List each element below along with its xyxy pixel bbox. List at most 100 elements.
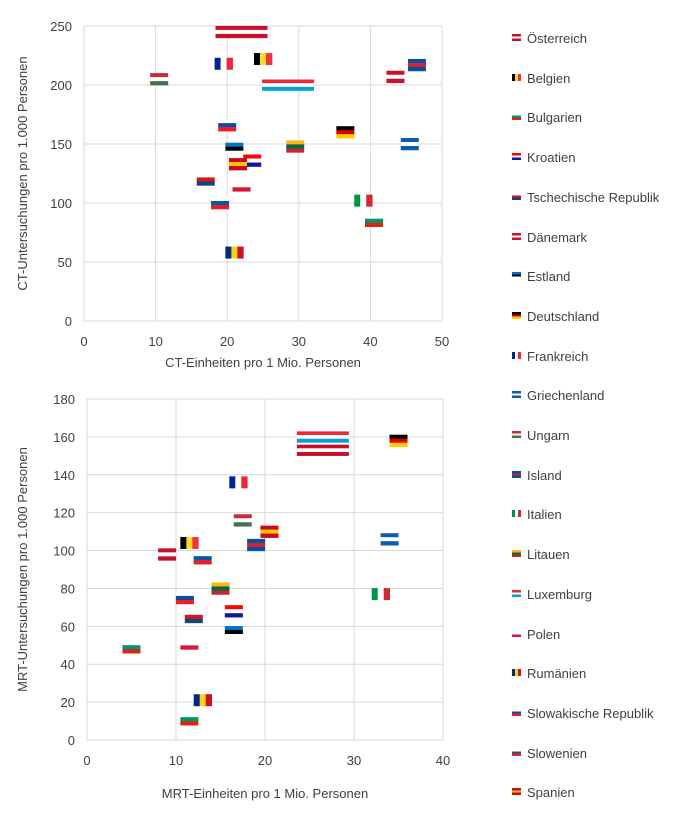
x-tick-label: 40: [363, 334, 377, 349]
legend-label: Slowakische Republik: [527, 705, 654, 721]
point-frankreich: [229, 476, 248, 489]
legend-label: Kroatien: [527, 150, 576, 166]
mri-chart: 0 10 20 30 40 0 20 40 60 80 100 120 140 160 180 MRT-Ein…: [15, 392, 450, 801]
x-tick-label: 10: [169, 753, 183, 768]
y-tick-label: 0: [68, 733, 75, 748]
legend-item-ungarn: Ungarn: [512, 427, 570, 445]
legend-swatch-icon: [512, 232, 521, 240]
y-tick-label: 100: [53, 544, 75, 559]
legend-label: Estland: [527, 269, 571, 285]
ct-chart: 0 10 20 30 40 50 0 50 100 150 200 250 CT-Einheiten p…: [15, 19, 449, 370]
point-deutschland: [389, 434, 408, 447]
y-tick-label: 250: [50, 19, 72, 34]
legend-label: Belgien: [527, 70, 571, 86]
x-tick-label: 10: [148, 334, 162, 349]
y-tick-label: 140: [53, 468, 75, 483]
legend-item-polen: Polen: [512, 626, 560, 644]
y-tick-label: 20: [61, 695, 75, 710]
legend-item-island: Island: [512, 467, 562, 485]
legend-item-luxemburg: Luxemburg: [512, 586, 592, 604]
point-oesterreich: [296, 444, 349, 456]
legend-swatch-icon: [512, 431, 521, 439]
point-ungarn: [233, 514, 252, 527]
legend-swatch-icon: [512, 510, 521, 518]
legend-item-deutschland: Deutschland: [512, 308, 599, 326]
legend-swatch-icon: [512, 113, 521, 121]
point-polen: [180, 637, 199, 650]
legend-item-slowenien: Slowenien: [512, 745, 587, 763]
legend-swatch-icon: [512, 629, 521, 637]
legend-item-kroatien: Kroatien: [512, 149, 575, 167]
legend-label: Bulgarien: [527, 110, 582, 126]
legend-swatch-icon: [512, 748, 521, 756]
point-spanien: [260, 525, 279, 538]
x-axis-title: CT-Einheiten pro 1 Mio. Personen: [165, 355, 361, 370]
legend-swatch-icon: [512, 550, 521, 558]
point-island: [407, 58, 426, 72]
y-tick-label: 40: [61, 657, 75, 672]
point-island: [247, 538, 266, 552]
point-estland: [224, 626, 243, 639]
legend-swatch-icon: [512, 351, 521, 359]
x-tick-label: 30: [292, 334, 306, 349]
legend-item-bulgarien: Bulgarien: [512, 109, 582, 127]
y-tick-label: 120: [53, 506, 75, 521]
point-slowenien: [193, 552, 212, 565]
point-slowakische-republik: [175, 591, 194, 605]
y-tick-label: 180: [53, 392, 75, 407]
point-frankreich: [214, 57, 233, 70]
x-tick-label: 0: [80, 334, 87, 349]
y-axis-title: MRT-Untersuchungen pro 1.000 Personen: [15, 447, 30, 692]
point-bulgarien: [122, 641, 141, 654]
point-kroatien: [243, 154, 262, 167]
legend-item-rumaenien: Rumänien: [512, 665, 586, 683]
y-tick-label: 160: [53, 430, 75, 445]
x-tick-label: 20: [258, 753, 272, 768]
x-tick-label: 20: [220, 334, 234, 349]
legend-swatch-icon: [512, 708, 521, 716]
legend-swatch-icon: [512, 192, 521, 200]
legend-label: Deutschland: [527, 308, 600, 324]
point-rumaenien: [193, 694, 212, 707]
point-belgien: [254, 53, 273, 66]
legend-label: Ungarn: [527, 428, 570, 444]
legend-label: Italien: [527, 507, 562, 523]
point-italien: [354, 194, 373, 207]
legend-swatch-icon: [512, 272, 521, 280]
point-bulgarien: [364, 214, 383, 227]
x-tick-label: 40: [436, 753, 450, 768]
point-daenemark: [158, 548, 177, 561]
y-tick-label: 200: [50, 78, 72, 93]
point-litauen: [211, 582, 230, 595]
point-bulgarien: [180, 713, 199, 726]
legend-swatch-icon: [512, 153, 521, 161]
point-ungarn: [150, 73, 169, 86]
point-estland: [225, 142, 244, 156]
legend-label: Island: [527, 467, 562, 483]
x-tick-label: 0: [83, 753, 90, 768]
y-tick-label: 80: [61, 581, 75, 596]
legend-swatch-icon: [512, 788, 521, 796]
legend-label: Österreich: [527, 31, 587, 47]
point-daenemark: [386, 70, 405, 84]
y-tick-label: 60: [61, 619, 75, 634]
legend-swatch-icon: [512, 73, 521, 81]
point-luxemburg: [296, 431, 349, 443]
y-tick-label: 150: [50, 137, 72, 152]
y-tick-label: 100: [50, 196, 72, 211]
legend-item-tschechische-republik: Tschechische Republik: [512, 189, 659, 207]
legend-item-oesterreich: Österreich: [512, 30, 587, 48]
legend-item-daenemark: Dänemark: [512, 229, 587, 247]
legend-swatch-icon: [512, 311, 521, 319]
point-slowenien: [211, 197, 230, 210]
point-deutschland: [336, 126, 355, 139]
point-kroatien: [224, 605, 243, 618]
legend-label: Spanien: [527, 785, 575, 801]
y-tick-label: 0: [65, 314, 72, 329]
legend-item-estland: Estland: [512, 268, 570, 286]
legend-item-slowakische-republik: Slowakische Republik: [512, 705, 653, 723]
point-belgien: [180, 536, 199, 549]
legend-swatch-icon: [512, 589, 521, 597]
legend-item-spanien: Spanien: [512, 784, 575, 802]
